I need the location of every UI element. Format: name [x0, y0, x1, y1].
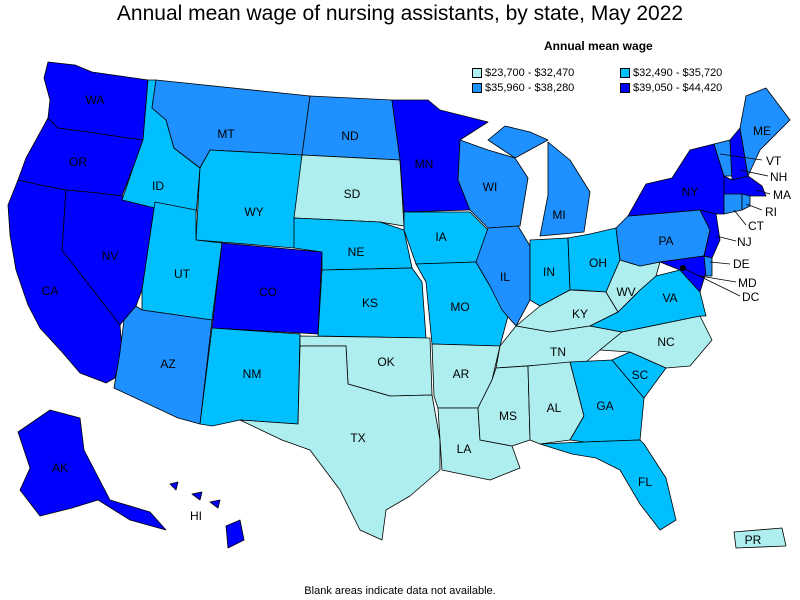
label-pa: PA: [658, 234, 673, 248]
legend-item-2: $32,490 - $35,720: [620, 67, 722, 79]
label-ky: KY: [572, 307, 588, 321]
label-ma: MA: [773, 188, 791, 202]
legend-label-3: $35,960 - $38,280: [485, 82, 575, 94]
state-hi-2[interactable]: [191, 491, 203, 501]
label-nd: ND: [341, 129, 359, 143]
label-co: CO: [259, 285, 277, 299]
leader-lines: [682, 153, 771, 297]
state-md[interactable]: [659, 255, 707, 293]
label-wi: WI: [483, 180, 498, 194]
label-vt: VT: [766, 154, 782, 168]
state-tx[interactable]: [239, 345, 441, 541]
label-tx: TX: [350, 431, 365, 445]
legend-item-1: $23,700 - $32,470: [472, 67, 574, 79]
label-nm: NM: [243, 367, 262, 381]
label-mi: MI: [552, 208, 565, 222]
label-ks: KS: [362, 296, 378, 310]
legend-label-4: $39,050 - $44,420: [633, 82, 723, 94]
label-ca: CA: [42, 284, 59, 298]
label-or: OR: [69, 155, 87, 169]
label-ak: AK: [52, 461, 68, 475]
state-fl[interactable]: [539, 439, 677, 531]
state-mi[interactable]: [539, 141, 591, 237]
map-title: Annual mean wage of nursing assistants, …: [116, 2, 684, 25]
label-al: AL: [547, 401, 562, 415]
state-ut[interactable]: [141, 201, 223, 321]
legend-swatch-2: [620, 68, 630, 78]
label-az: AZ: [160, 357, 175, 371]
label-ar: AR: [453, 367, 470, 381]
label-la: LA: [457, 442, 472, 456]
legend-swatch-1: [472, 68, 482, 78]
label-fl: FL: [638, 475, 652, 489]
state-hi-4[interactable]: [225, 519, 245, 549]
label-tn: TN: [550, 345, 566, 359]
label-hi: HI: [190, 509, 202, 523]
legend-label-1: $23,700 - $32,470: [485, 67, 575, 79]
label-ga: GA: [596, 399, 613, 413]
legend-item-3: $35,960 - $38,280: [472, 82, 574, 94]
legend-label-2: $32,490 - $35,720: [633, 67, 723, 79]
state-nv[interactable]: [61, 189, 156, 326]
label-nj: NJ: [737, 235, 752, 249]
label-pr: PR: [745, 533, 762, 547]
label-wv: WV: [616, 285, 635, 299]
label-ri: RI: [765, 205, 777, 219]
label-nc: NC: [657, 335, 675, 349]
label-ok: OK: [377, 355, 394, 369]
label-il: IL: [500, 270, 510, 284]
state-pr[interactable]: [733, 527, 787, 549]
state-az[interactable]: [113, 305, 213, 425]
label-ny: NY: [682, 185, 699, 199]
label-dc: DC: [742, 290, 760, 304]
state-ma[interactable]: [723, 175, 767, 197]
label-ct: CT: [748, 219, 765, 233]
legend-title: Annual mean wage: [544, 39, 653, 53]
legend-swatch-3: [472, 83, 482, 93]
state-ak[interactable]: [17, 409, 167, 531]
footnote: Blank areas indicate data not available.: [304, 585, 496, 597]
state-ri[interactable]: [741, 193, 751, 211]
state-mi-upper[interactable]: [487, 125, 549, 159]
label-ms: MS: [499, 409, 517, 423]
state-nd[interactable]: [301, 95, 401, 161]
label-me: ME: [753, 124, 771, 138]
label-ia: IA: [435, 230, 446, 244]
label-wa: WA: [86, 93, 105, 107]
label-ut: UT: [174, 267, 191, 281]
state-hi-3[interactable]: [209, 499, 221, 509]
label-id: ID: [152, 179, 164, 193]
state-wy[interactable]: [195, 149, 303, 249]
label-nh: NH: [770, 170, 787, 184]
state-sd[interactable]: [293, 154, 405, 227]
label-sd: SD: [344, 187, 361, 201]
legend-item-4: $39,050 - $44,420: [620, 82, 722, 94]
label-wy: WY: [244, 205, 263, 219]
label-mt: MT: [217, 127, 235, 141]
label-sc: SC: [632, 368, 649, 382]
label-oh: OH: [589, 256, 607, 270]
label-de: DE: [733, 257, 750, 271]
label-mn: MN: [415, 157, 434, 171]
legend-swatch-4: [620, 83, 630, 93]
label-va: VA: [662, 291, 677, 305]
state-ny[interactable]: [627, 143, 725, 217]
state-hi-1[interactable]: [169, 481, 179, 491]
state-ks[interactable]: [317, 267, 427, 339]
state-ct[interactable]: [723, 193, 743, 215]
state-wi[interactable]: [457, 139, 529, 229]
label-ne: NE: [348, 245, 365, 259]
label-md: MD: [738, 276, 757, 290]
label-nv: NV: [102, 249, 119, 263]
label-mo: MO: [450, 300, 469, 314]
label-in: IN: [543, 265, 555, 279]
